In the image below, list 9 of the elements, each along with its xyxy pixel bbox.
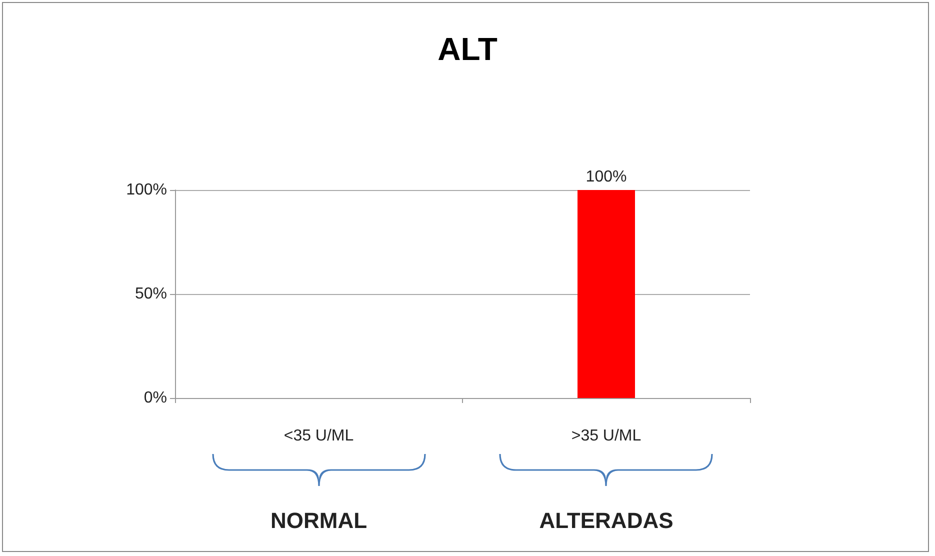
chart-title: ALT — [438, 31, 498, 67]
data-label: 100% — [586, 168, 627, 186]
x-tick-label: >35 U/ML — [571, 428, 642, 444]
y-tick-label: 100% — [126, 182, 167, 198]
y-tick-label: 0% — [144, 390, 167, 406]
x-tick-label: <35 U/ML — [284, 428, 354, 444]
text: ALTERADAS — [539, 508, 674, 534]
y-tick-label: 50% — [134, 286, 167, 302]
text: NORMAL — [270, 508, 368, 534]
